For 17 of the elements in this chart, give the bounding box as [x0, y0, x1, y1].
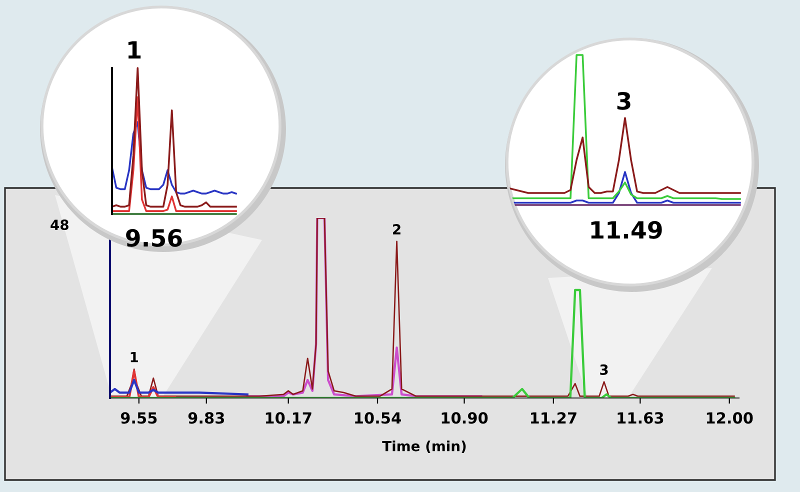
x-tick-label: 9.83 — [188, 412, 224, 424]
annotation: 1 — [130, 352, 138, 362]
x-tick-label: 11.27 — [530, 412, 576, 424]
annotation: 3 — [600, 364, 608, 375]
x-tick-label: 10.54 — [355, 412, 401, 424]
x-tick-label: 11.63 — [618, 412, 664, 424]
x-tick-label: 12.00 — [706, 412, 753, 424]
x-tick-label: 9.55 — [120, 412, 157, 424]
annotation: 2 — [393, 224, 400, 234]
text: 48 — [50, 220, 68, 230]
annotation: 3 — [617, 92, 630, 110]
x-tick-label: 10.90 — [442, 412, 488, 424]
x-tick-label: 10.17 — [266, 412, 312, 424]
annotation: 9.56 — [126, 229, 182, 247]
x-axis-title: Time (min) — [382, 440, 466, 453]
text: 1 — [128, 41, 141, 59]
annotation: 11.49 — [591, 221, 662, 239]
